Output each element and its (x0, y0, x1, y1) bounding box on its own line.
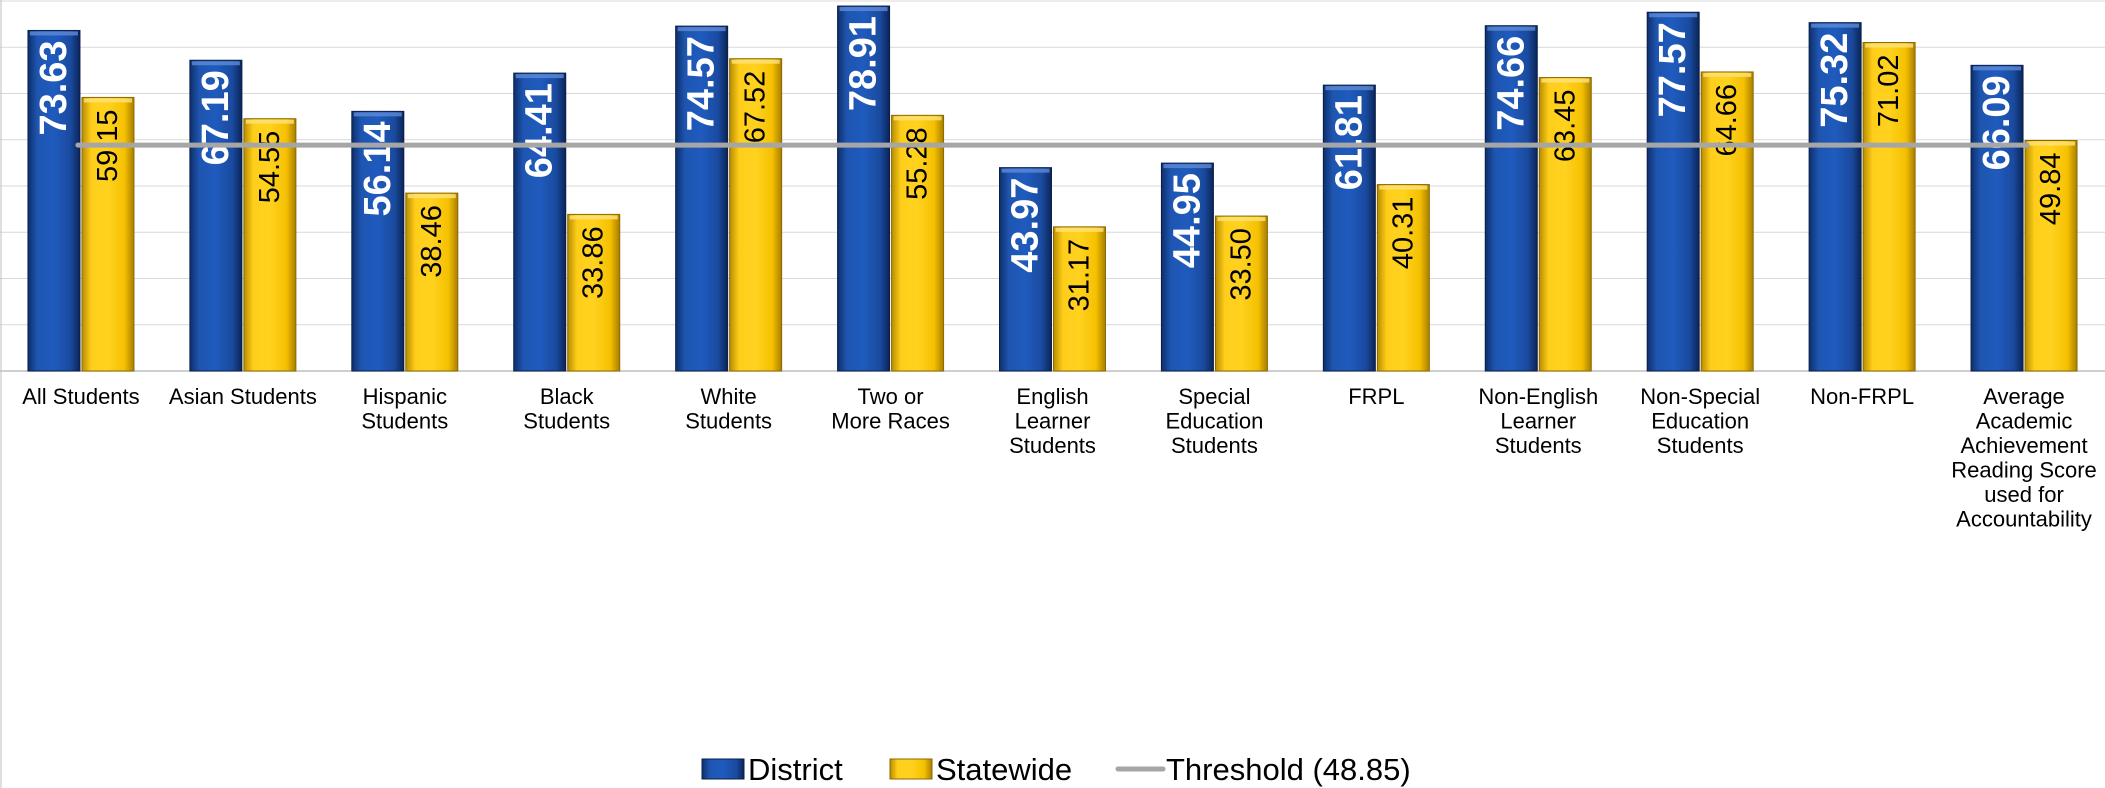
statewide-bar-bevel (1865, 43, 1914, 48)
district-value-label: 74.57 (681, 36, 723, 131)
district-bar-bevel (515, 74, 564, 79)
district-bar (189, 59, 243, 372)
statewide-bar-bevel (1055, 227, 1104, 232)
district-bar (1970, 64, 2024, 372)
category-label: Average Academic Achievement Reading Score u… (1951, 384, 2097, 532)
category-label: English Learner Students (1009, 384, 1096, 458)
statewide-bar-bevel (1379, 185, 1428, 190)
statewide-bar-bevel (893, 116, 942, 121)
district-bar-bevel (1001, 168, 1050, 173)
statewide-bar (243, 118, 297, 372)
district-value-label: 44.95 (1166, 173, 1208, 268)
category-label: White Students (685, 384, 772, 434)
category-label: All Students (22, 384, 139, 409)
district-bar (999, 167, 1052, 372)
legend-label-district: District (748, 752, 843, 787)
category-label: Non-English Learner Students (1478, 384, 1598, 458)
district-bar (675, 25, 729, 372)
category-label: Black Students (523, 384, 610, 434)
category-label: FRPL (1348, 384, 1404, 409)
district-value-label: 43.97 (1005, 178, 1047, 273)
district-value-label: 74.66 (1490, 36, 1532, 131)
district-bar (351, 110, 405, 372)
district-bar (1484, 25, 1538, 372)
legend-swatch-statewide (889, 758, 933, 780)
district-value-label: 67.19 (195, 70, 237, 165)
legend-label-threshold: Threshold (48.85) (1166, 752, 1411, 787)
statewide-bar-bevel (83, 98, 132, 103)
statewide-bar-bevel (1541, 78, 1590, 83)
statewide-bar (1053, 226, 1106, 372)
statewide-bar-bevel (569, 215, 618, 220)
district-value-label: 75.32 (1814, 33, 1856, 128)
district-bar-bevel (1163, 164, 1212, 169)
district-value-label: 64.41 (519, 83, 561, 178)
district-value-label: 73.63 (33, 40, 75, 135)
statewide-value-label: 38.46 (416, 205, 448, 278)
legend: District Statewide Threshold (48.85) (701, 752, 1411, 787)
district-bar-bevel (29, 31, 78, 36)
statewide-value-label: 71.02 (1873, 55, 1905, 128)
statewide-value-label: 33.86 (578, 226, 610, 299)
statewide-bar (2024, 139, 2078, 372)
statewide-bar (1862, 42, 1916, 372)
statewide-bar (405, 192, 459, 372)
statewide-bar-bevel (1217, 217, 1266, 222)
statewide-bar-bevel (245, 119, 294, 124)
category-labels: All Students Asian Students Hispanic Studen… (22, 384, 2097, 532)
statewide-bar-bevel (1703, 72, 1752, 77)
statewide-value-label: 31.17 (1064, 239, 1096, 312)
district-value-label: 78.91 (843, 16, 885, 111)
district-bar (1646, 11, 1700, 372)
district-bar-bevel (1487, 26, 1536, 31)
district-bar-bevel (191, 61, 240, 66)
district-bar-bevel (1325, 86, 1374, 91)
statewide-bar (1376, 184, 1430, 372)
district-bar (1808, 22, 1862, 372)
category-label: Two or More Races (831, 384, 950, 434)
bars-layer: 73.63 67.19 56.14 64.41 74.57 78.91 43.97 44.95… (27, 5, 2078, 372)
district-bar (513, 72, 567, 372)
district-bar-bevel (1973, 66, 2022, 71)
district-bar (27, 29, 81, 372)
statewide-value-label: 67.52 (740, 71, 772, 144)
district-bar (837, 5, 891, 372)
district-value-label: 66.09 (1976, 75, 2018, 170)
district-bar-bevel (839, 7, 888, 12)
district-bar-bevel (1811, 23, 1860, 28)
legend-label-statewide: Statewide (936, 752, 1072, 787)
statewide-bar (891, 114, 945, 372)
district-bar (1160, 162, 1214, 372)
statewide-bar (1214, 215, 1268, 372)
category-label: Asian Students (169, 384, 317, 409)
statewide-value-label: 33.50 (1225, 228, 1257, 301)
statewide-bar (1700, 71, 1754, 372)
district-bar-bevel (1649, 13, 1698, 18)
category-label: Special Education Students (1165, 384, 1263, 458)
statewide-bar (567, 213, 621, 372)
category-label: Hispanic Students (361, 384, 448, 434)
statewide-value-label: 55.28 (902, 127, 934, 200)
statewide-bar-bevel (2027, 141, 2076, 146)
district-bar (1322, 84, 1376, 372)
statewide-bar-bevel (407, 194, 456, 199)
statewide-value-label: 54.55 (254, 131, 286, 204)
district-bar-bevel (353, 112, 402, 117)
statewide-value-label: 63.45 (1549, 90, 1581, 163)
category-label: Non-FRPL (1810, 384, 1914, 409)
statewide-value-label: 49.84 (2035, 152, 2067, 225)
statewide-bar (729, 58, 783, 372)
legend-swatch-district (701, 758, 745, 780)
statewide-bar (1538, 77, 1592, 372)
district-bar-bevel (677, 27, 726, 32)
category-label: Non-Special Education Students (1640, 384, 1760, 458)
district-value-label: 77.57 (1652, 22, 1694, 117)
district-value-label: 56.14 (357, 121, 399, 216)
statewide-value-label: 40.31 (1387, 197, 1419, 270)
statewide-bar-bevel (731, 59, 780, 64)
